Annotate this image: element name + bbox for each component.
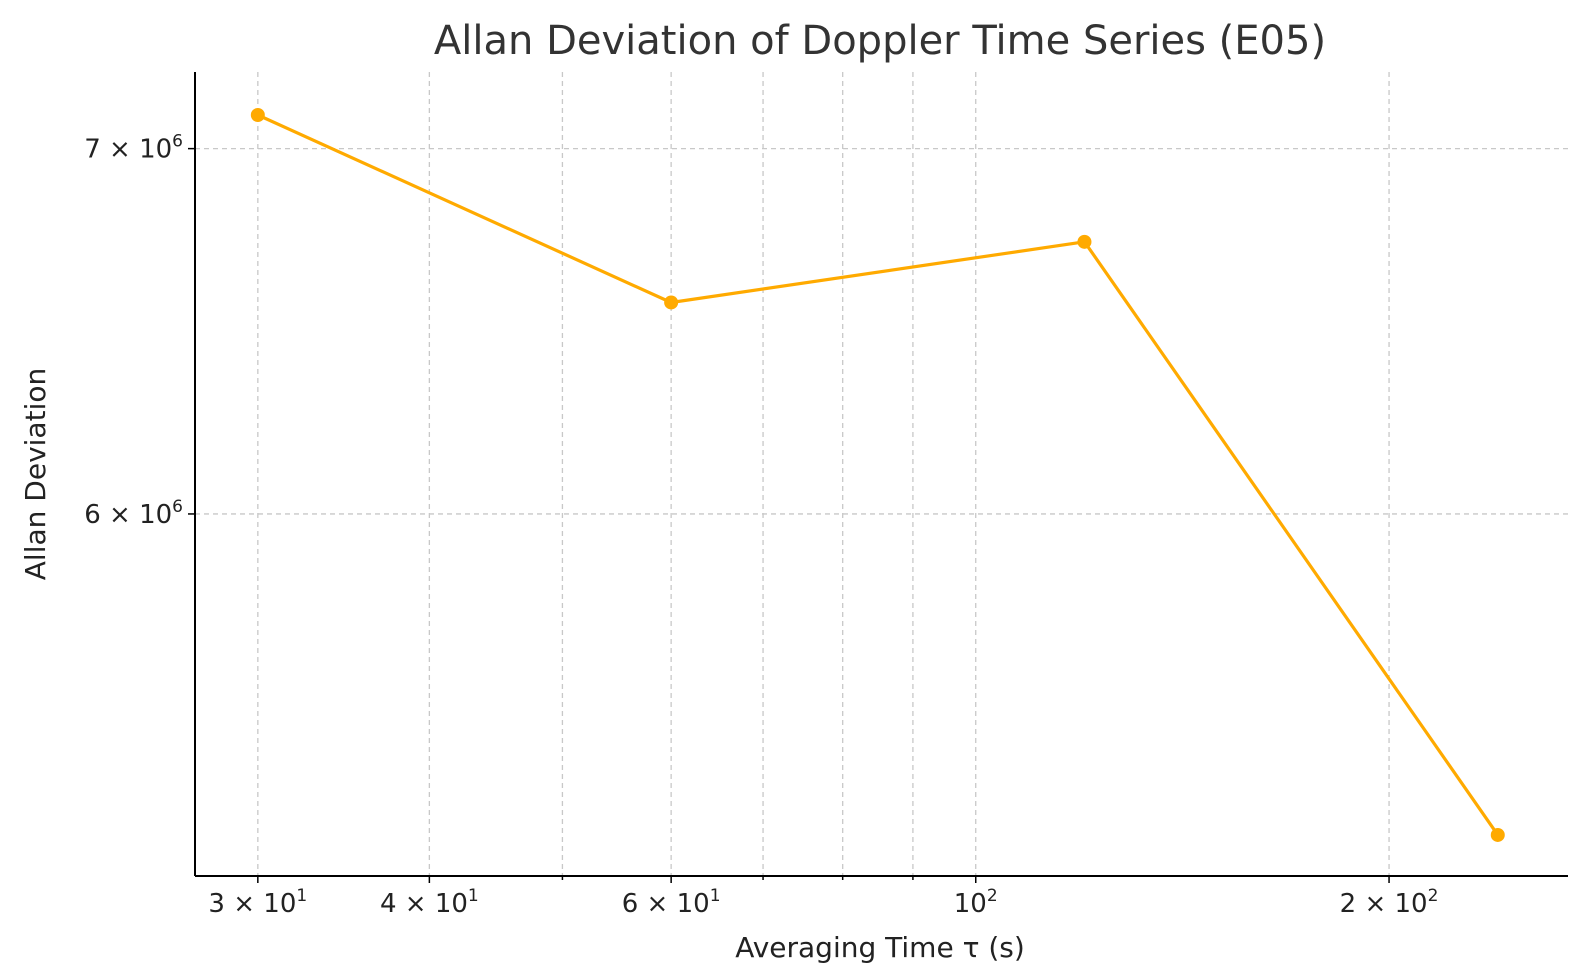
y-tick-label: 7 × 106 <box>84 132 183 165</box>
data-point <box>1077 234 1092 249</box>
x-tick-label: 4 × 101 <box>380 886 479 919</box>
x-tick-label: 3 × 101 <box>208 886 307 919</box>
series-line <box>257 113 1500 836</box>
chart-title: Allan Deviation of Doppler Time Series (… <box>434 18 1326 64</box>
grid-layer <box>195 72 1568 876</box>
data-point <box>664 295 679 310</box>
series-layer <box>250 108 1505 842</box>
ticks-layer: 3 × 101 4 × 101 6 × 101 102 2 × 102 6 × 106 7 … <box>84 132 1438 919</box>
x-tick-label: 6 × 101 <box>622 886 721 919</box>
x-tick-label: 102 <box>954 886 998 919</box>
data-point <box>250 108 265 123</box>
x-axis-label: Averaging Time τ (s) <box>735 931 1025 964</box>
x-tick-label: 2 × 102 <box>1340 886 1439 919</box>
data-point <box>1490 827 1505 842</box>
y-tick-label: 6 × 106 <box>84 497 183 530</box>
y-axis-label: Allan Deviation <box>19 368 52 580</box>
axes-layer <box>194 72 1568 877</box>
